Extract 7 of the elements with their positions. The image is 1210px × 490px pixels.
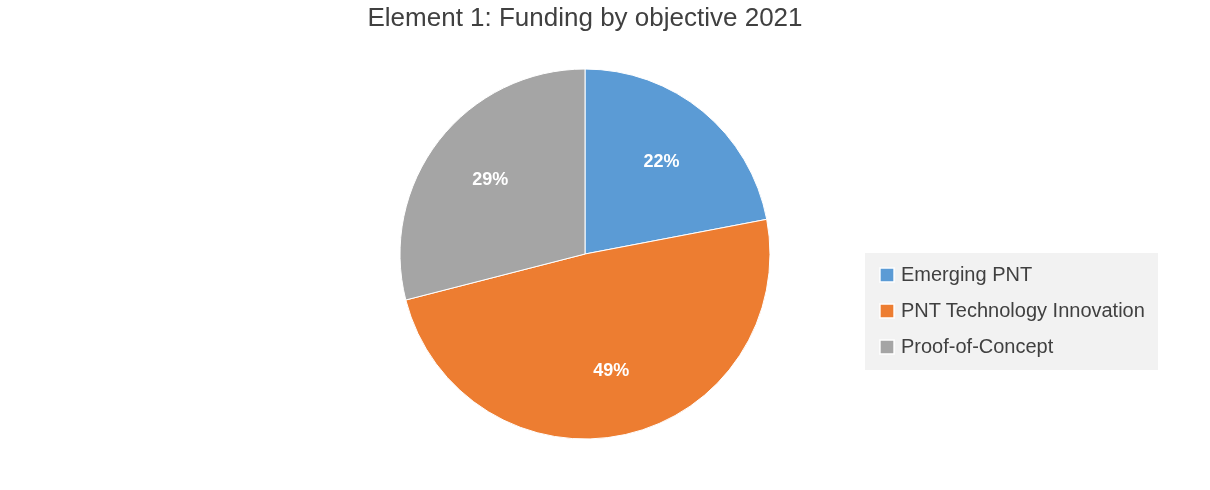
- chart-title: Element 1: Funding by objective 2021: [367, 2, 803, 32]
- data-label: 29%: [472, 169, 509, 190]
- legend-label: Emerging PNT: [901, 263, 1033, 285]
- data-label: 22%: [643, 150, 680, 171]
- legend-label: PNT Technology Innovation: [901, 299, 1145, 321]
- data-label: 49%: [593, 360, 630, 381]
- legend-label: Proof-of-Concept: [901, 335, 1054, 357]
